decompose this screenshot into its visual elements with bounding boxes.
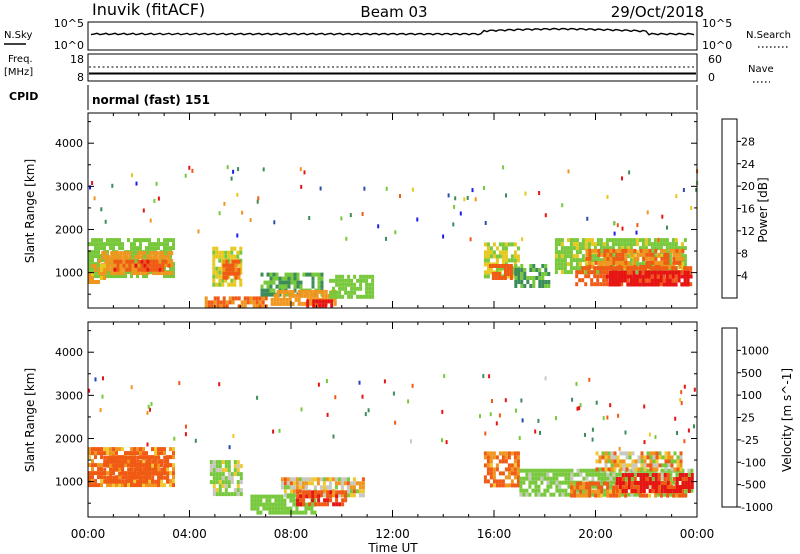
colorbar-tick-label: -1000	[741, 501, 773, 514]
y-tick-label: 3000	[55, 180, 83, 193]
colorbar-tick-label: 4	[741, 270, 748, 283]
freq-tick-bottom: 8	[77, 71, 84, 84]
data-region	[222, 259, 241, 280]
x-tick-label: 04:00	[172, 527, 207, 541]
x-tick-label: 16:00	[477, 527, 512, 541]
data-region	[88, 264, 106, 284]
colorbar-tick-label: 24	[741, 158, 755, 171]
colorbar-tick-label: 500	[741, 367, 762, 380]
colorbar-tick-label: 8	[741, 247, 748, 260]
data-region	[488, 264, 513, 280]
data-region	[615, 473, 694, 493]
x-tick-label: 08:00	[274, 527, 309, 541]
x-tick-label: 12:00	[375, 527, 410, 541]
data-region	[514, 264, 551, 288]
data-region	[103, 455, 170, 484]
power-colorbar-label: Power [dB]	[756, 177, 770, 242]
colorbar-tick-label: -100	[741, 456, 766, 469]
nave-label: Nave	[748, 64, 774, 75]
colorbar-tick-label: 20	[741, 180, 755, 193]
y-tick-label: 1000	[55, 476, 83, 489]
data-region	[306, 299, 334, 308]
nsky-label: N.Sky	[4, 30, 32, 41]
freq-unit-label: [MHz]	[4, 67, 33, 78]
y-tick-label: 3000	[55, 389, 83, 402]
nsearch-tick-bottom: 10^0	[702, 39, 732, 52]
colorbar-tick-label: 16	[741, 203, 755, 216]
y-axis-label: Slant Range [km]	[23, 368, 37, 472]
x-tick-label: 00:00	[680, 527, 715, 541]
colorbar-tick-label: 100	[741, 389, 762, 402]
data-region	[595, 451, 683, 472]
nsearch-tick-top: 10^5	[702, 17, 732, 30]
data-region	[204, 296, 268, 309]
y-axis-label: Slant Range [km]	[23, 159, 37, 263]
scatter-speckles	[88, 374, 696, 451]
velocity-heatmap: 1000 2000 3000 4000 Slant Range [km] 1000 500 1…	[23, 321, 794, 541]
colorbar-tick-label: 1000	[741, 344, 769, 357]
cpid-value: normal (fast) 151	[92, 93, 210, 107]
velocity-colorbar-label: Velocity [m s^-1]	[780, 368, 794, 472]
y-tick-label: 2000	[55, 432, 83, 445]
station-title: Inuvik (fitACF)	[92, 0, 205, 19]
freq-tick-top: 18	[70, 53, 84, 66]
x-tick-label: 00:00	[71, 527, 106, 541]
x-axis-label: Time UT	[367, 541, 418, 554]
y-tick-label: 4000	[55, 137, 83, 150]
data-region	[296, 490, 348, 507]
nsky-panel: N.Sky 10^5 10^0 10^5 10^0 N.Search	[4, 17, 791, 52]
power-heatmap: 1000 2000 3000 4000 Slant Range [km] 28 24 20 16…	[23, 112, 770, 309]
beam-title: Beam 03	[360, 3, 427, 21]
data-region	[483, 451, 520, 488]
x-tick-label: 20:00	[578, 527, 613, 541]
nave-tick-bottom: 0	[708, 71, 715, 84]
freq-panel: Freq. [MHz] 18 8 60 0 Nave	[4, 53, 774, 84]
colorbar-tick-label: 25	[741, 412, 755, 425]
data-region	[605, 270, 693, 287]
data-region	[329, 274, 375, 299]
colorbar-tick-label: 12	[741, 225, 755, 238]
data-region	[209, 460, 243, 497]
y-tick-label: 4000	[55, 346, 83, 359]
nsky-tick-bottom: 10^0	[54, 39, 84, 52]
y-tick-label: 2000	[55, 223, 83, 236]
cpid-label: CPID	[9, 90, 38, 103]
y-tick-label: 1000	[55, 267, 83, 280]
nsky-trace	[90, 27, 695, 36]
nave-tick-top: 60	[708, 53, 722, 66]
nsky-tick-top: 10^5	[54, 17, 84, 30]
freq-label: Freq.	[8, 54, 33, 65]
colorbar-tick-label: -500	[741, 479, 766, 492]
data-region	[113, 259, 171, 272]
scatter-speckles	[89, 165, 699, 242]
colorbar-tick-label: 28	[741, 135, 755, 148]
nsearch-label: N.Search	[746, 30, 791, 41]
colorbar-tick-label: -25	[741, 434, 759, 447]
date-title: 29/Oct/2018	[611, 3, 704, 21]
